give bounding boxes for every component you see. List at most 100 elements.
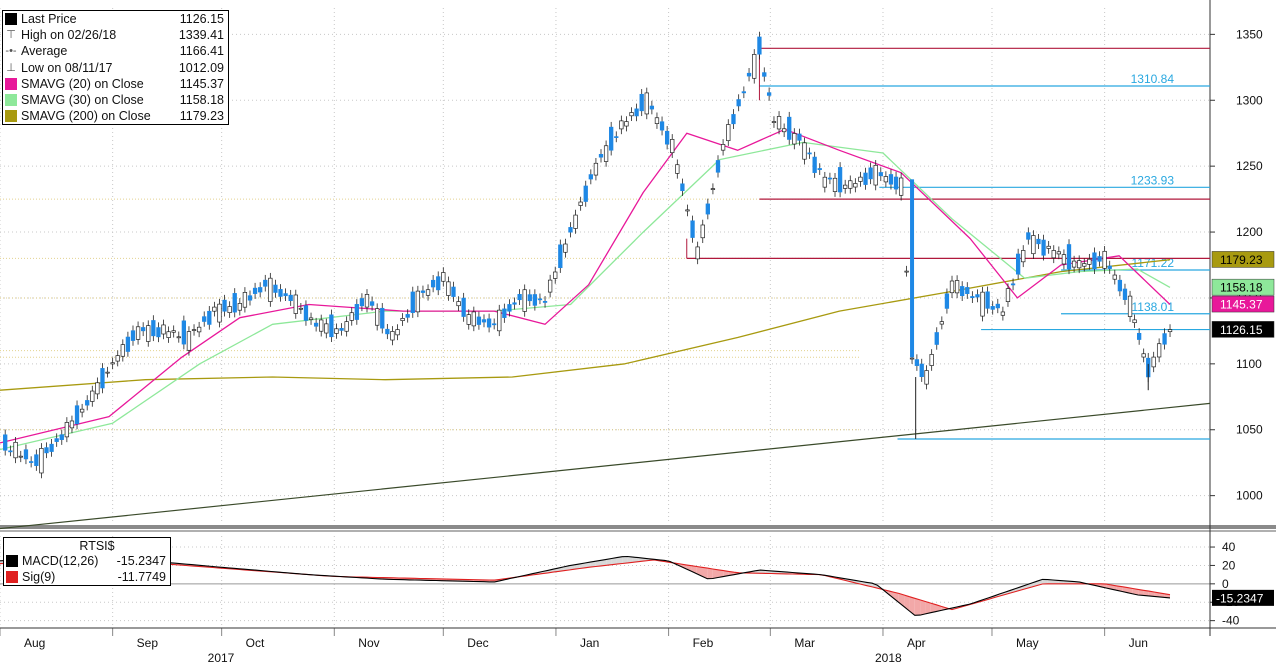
candle-body [273, 284, 278, 293]
candle-body [659, 121, 665, 131]
candle-body [741, 91, 747, 94]
macd-fill [595, 560, 601, 567]
candle-body [944, 293, 950, 309]
candle-body [619, 120, 624, 130]
candle-body [1092, 252, 1097, 270]
candle-body [1097, 256, 1102, 262]
candle-body [141, 327, 146, 332]
macd-line [0, 555, 1171, 616]
candle-body [883, 176, 889, 183]
macd-fill [1053, 580, 1059, 584]
candle-body [120, 344, 125, 357]
candle-body [293, 294, 298, 314]
candle-body [390, 331, 395, 341]
candle-body [878, 172, 883, 177]
legend-label: Last Price [21, 12, 77, 27]
candle-body [49, 443, 54, 452]
candle-body [1102, 250, 1107, 269]
x-year-label: 2017 [208, 651, 235, 665]
candle-body [919, 363, 924, 378]
candle-body [644, 92, 649, 115]
last-price-swatch [5, 13, 17, 26]
candle-body [125, 336, 131, 352]
candle-body [614, 136, 619, 138]
candle-body [385, 328, 390, 335]
candle-body [115, 355, 120, 362]
candle-body [186, 331, 192, 351]
candle-body [23, 449, 29, 460]
macd-fill [1047, 579, 1053, 584]
macd-fill [904, 595, 910, 611]
x-month-label: Feb [693, 636, 714, 650]
candle-body [34, 454, 39, 466]
panel-separator-2 [0, 530, 1276, 532]
candle-body [441, 272, 446, 282]
macd-fill [1138, 589, 1144, 596]
candle-body [573, 214, 578, 229]
y-tick-label: 1100 [1236, 357, 1262, 371]
candle-body [792, 133, 797, 145]
candle-body [146, 325, 151, 342]
legend-label: Average [21, 44, 68, 59]
candle-body [303, 305, 309, 321]
macd-fill [579, 563, 585, 569]
candle-body [781, 128, 787, 133]
macd-fill [585, 562, 591, 568]
level-label: 1138.01 [1132, 300, 1175, 314]
macd-fill [1042, 579, 1048, 584]
right-value-label: 1158.18 [1220, 281, 1263, 295]
macd-ticker-title: RTSI$ [79, 539, 115, 553]
candle-body [59, 434, 64, 440]
sma200-line [0, 259, 1171, 391]
macd-y-tick-label: 0 [1222, 577, 1229, 591]
candle-body [349, 312, 354, 321]
candle-body [105, 371, 110, 374]
legend-row-signal: Sig(9) -11.7749 [4, 569, 170, 585]
legend-row-sma20: SMAVG (20) on Close 1145.37 [3, 76, 228, 92]
candle-body [960, 286, 965, 297]
candle-body [436, 276, 441, 291]
candle-body [888, 174, 894, 185]
candle-body [639, 93, 644, 112]
candle-body [929, 354, 934, 366]
macd-legend: RTSI$ MACD(12,26) -15.2347 Sig(9) -11.77… [3, 537, 171, 587]
candle-body [807, 152, 812, 155]
macd-fill [1148, 591, 1155, 597]
macd-fill [914, 598, 921, 616]
candle-body [395, 329, 400, 336]
macd-fill [702, 567, 708, 579]
candle-body [547, 279, 553, 293]
candle-body [181, 320, 187, 345]
legend-label: SMAVG (20) on Close [21, 76, 144, 91]
candle-body [476, 316, 482, 325]
candle-body [481, 319, 487, 323]
candle-body [39, 448, 44, 474]
candle-body [593, 162, 599, 176]
candle-body [904, 270, 909, 273]
candle-body [817, 168, 822, 171]
candle-body [207, 310, 212, 325]
candle-body [985, 291, 990, 309]
candle-body [446, 281, 451, 296]
price-legend: Last Price 1126.15 ⊤ High on 02/26/18 13… [2, 10, 229, 126]
macd-fill [686, 564, 692, 572]
x-month-label: May [1016, 636, 1039, 650]
average-marker-icon: -•- [5, 45, 17, 58]
candle-body [1117, 279, 1123, 292]
legend-value: 1158.18 [179, 93, 224, 108]
candle-body [965, 287, 970, 294]
candle-body [151, 320, 156, 337]
legend-row-average: -•- Average 1166.41 [3, 43, 228, 59]
level-label: 1233.93 [1131, 173, 1175, 187]
candle-body [690, 220, 695, 238]
macd-fill [718, 569, 724, 578]
candle-body [898, 177, 904, 196]
signal-swatch [6, 571, 18, 584]
candle-body [451, 286, 456, 297]
candle-body [1077, 260, 1082, 269]
candle-body [629, 112, 634, 117]
candle-body [568, 227, 573, 233]
candle-body [909, 357, 915, 360]
candle-body [278, 289, 283, 297]
macd-fill [638, 557, 644, 562]
